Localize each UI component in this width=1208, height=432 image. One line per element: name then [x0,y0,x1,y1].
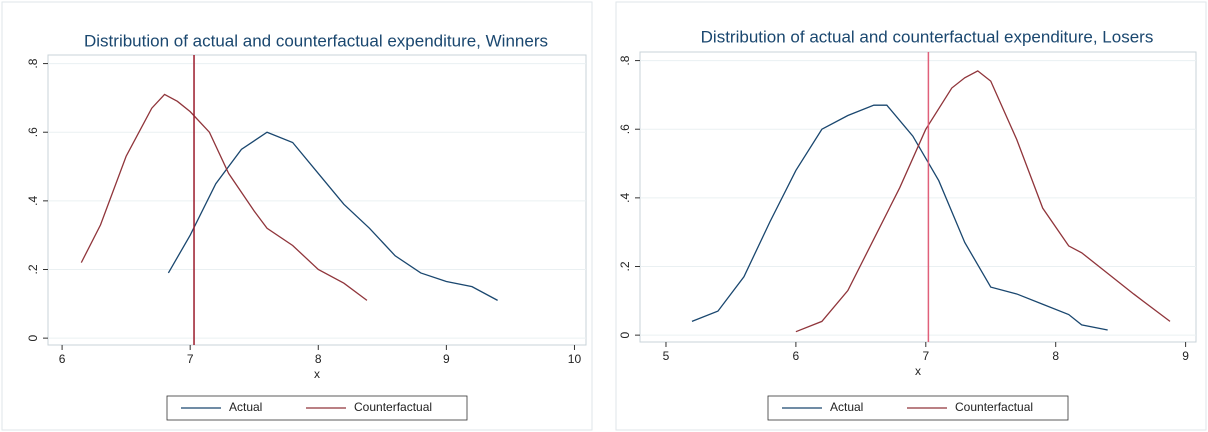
x-tick-label: 8 [315,352,322,366]
y-tick-label: .2 [26,264,40,274]
plot-area [639,51,1197,343]
x-axis-label: x [915,364,921,378]
x-tick-label: 9 [1182,349,1189,363]
legend-label: Actual [830,400,863,414]
x-tick-label: 8 [1052,349,1059,363]
x-tick-label: 6 [793,349,800,363]
density-line [167,131,498,301]
x-tick-label: 6 [59,352,66,366]
y-tick-label: 0 [618,331,632,338]
x-tick-label: 7 [187,352,194,366]
y-tick-label: .2 [618,261,632,271]
density-line [80,93,368,301]
x-tick-label: 9 [443,352,450,366]
chart-title: Distribution of actual and counterfactua… [84,31,548,50]
y-tick-label: .8 [618,55,632,65]
y-tick-label: 0 [26,334,40,341]
legend-label: Counterfactual [955,400,1033,414]
legend-label: Actual [229,400,262,414]
y-tick-label: .4 [26,196,40,206]
x-tick-label: 10 [568,352,582,366]
y-tick-label: .6 [618,124,632,134]
plot-area [47,54,587,346]
x-tick-label: 7 [922,349,929,363]
density-line [691,104,1108,331]
y-tick-label: .8 [26,58,40,68]
x-tick-label: 5 [663,349,670,363]
chart-title: Distribution of actual and counterfactua… [701,27,1154,46]
y-tick-label: .6 [26,127,40,137]
x-axis-label: x [314,367,320,381]
y-tick-label: .4 [618,193,632,203]
density-line [795,70,1171,333]
legend-label: Counterfactual [354,400,432,414]
